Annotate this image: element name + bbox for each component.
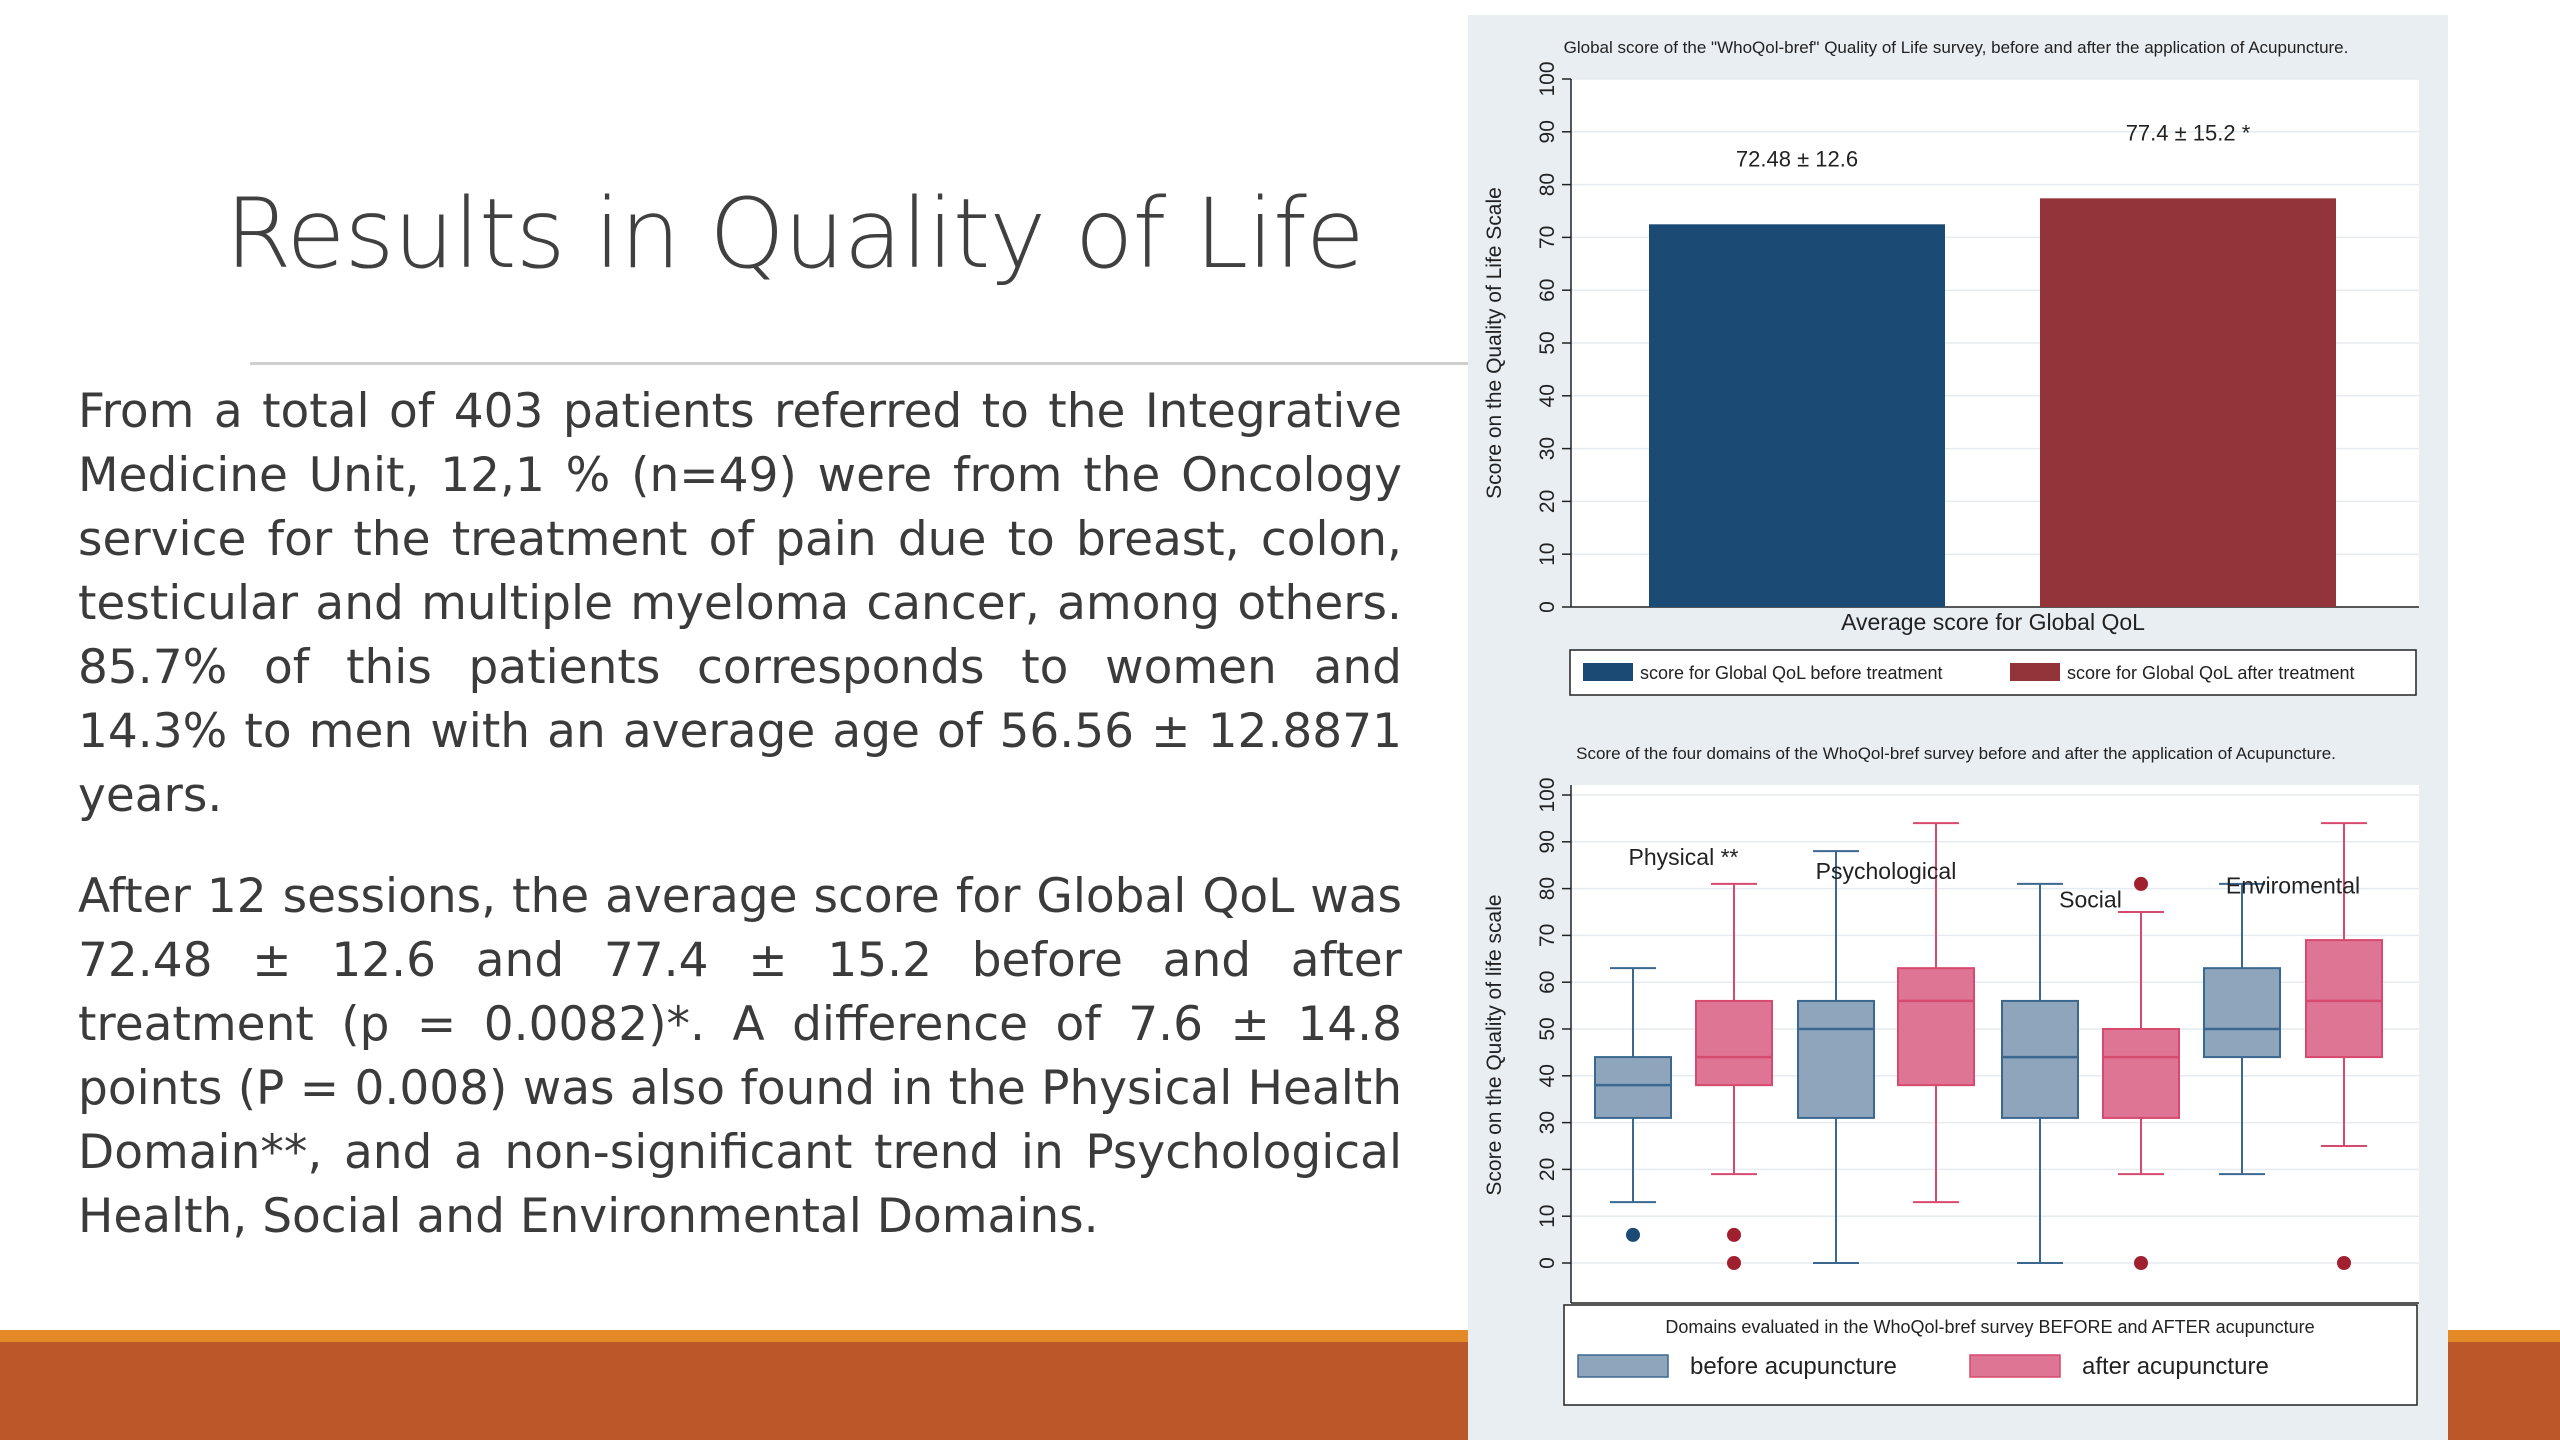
figure-svg: Global score of the "WhoQol-bref" Qualit… bbox=[1483, 38, 2419, 1406]
bar-data-label: 77.4 ± 15.2 * bbox=[2126, 120, 2251, 145]
domain-label: Physical ** bbox=[1629, 844, 1739, 870]
box-legend-label-after: after acupuncture bbox=[2082, 1353, 2269, 1380]
outlier-point bbox=[1727, 1256, 1741, 1270]
box-y-tick-label: 20 bbox=[1536, 1158, 1559, 1181]
bar-marks: 72.48 ± 12.6 77.4 ± 15.2 * bbox=[1649, 120, 2336, 607]
paragraph-patients: From a total of 403 patients referred to… bbox=[78, 384, 1402, 823]
bar-before-treatment bbox=[1649, 224, 1945, 607]
bar-y-tick-label: 10 bbox=[1536, 543, 1559, 566]
box-y-tick-label: 0 bbox=[1536, 1257, 1559, 1269]
title-divider bbox=[250, 362, 1470, 365]
bar-legend bbox=[1569, 649, 2417, 696]
bar-y-tick-label: 100 bbox=[1536, 61, 1559, 96]
bar-y-tick-label: 90 bbox=[1536, 120, 1559, 143]
box-iqr bbox=[2305, 939, 2383, 1059]
bar-y-tick-label: 20 bbox=[1536, 490, 1559, 513]
box-legend-label-before: before acupuncture bbox=[1690, 1353, 1897, 1380]
box-after-0 bbox=[1695, 882, 1773, 1270]
bar-y-tick-label: 0 bbox=[1536, 601, 1559, 613]
box-y-tick-label: 10 bbox=[1536, 1205, 1559, 1228]
box-grid bbox=[1571, 794, 2419, 1264]
figure-panel: Global score of the "WhoQol-bref" Qualit… bbox=[1468, 15, 2448, 1440]
box-before-1 bbox=[1797, 850, 1875, 1264]
domain-label: Psychological bbox=[1816, 858, 1957, 884]
bar-data-label: 72.48 ± 12.6 bbox=[1736, 146, 1858, 171]
box-iqr bbox=[2102, 1028, 2180, 1119]
box-legend-swatch-after bbox=[1969, 1354, 2061, 1378]
bar-y-tick-label: 50 bbox=[1536, 331, 1559, 354]
box-y-tick-label: 30 bbox=[1536, 1111, 1559, 1134]
domain-label: Social bbox=[2059, 886, 2122, 912]
box-marks: Physical ** Psychological Social Enviroment… bbox=[1594, 822, 2383, 1270]
bar-y-ticks: 0 10 20 30 40 50 60 70 80 90 100 bbox=[1536, 61, 1571, 613]
bar-y-tick-label: 60 bbox=[1536, 279, 1559, 302]
box-iqr bbox=[2203, 967, 2281, 1059]
box-y-tick-label: 60 bbox=[1536, 971, 1559, 994]
bar-after-treatment bbox=[2040, 198, 2336, 607]
bar-y-tick-label: 30 bbox=[1536, 437, 1559, 460]
domain-label: Enviromental bbox=[2226, 872, 2360, 898]
box-y-ticks: 0 10 20 30 40 50 60 70 80 90 100 bbox=[1536, 777, 1571, 1269]
box-before-2 bbox=[2001, 882, 2079, 1264]
bar-y-tick-label: 70 bbox=[1536, 226, 1559, 249]
box-chart-title: Score of the four domains of the WhoQol-… bbox=[1576, 744, 2336, 763]
box-after-3 bbox=[2305, 822, 2383, 1270]
box-y-tick-label: 40 bbox=[1536, 1064, 1559, 1087]
slide-title: Results in Quality of Life bbox=[225, 178, 1365, 290]
bar-x-axis-label: Average score for Global QoL bbox=[1841, 609, 2145, 635]
bar-legend-label-before: score for Global QoL before treatment bbox=[1640, 663, 1942, 683]
body-text: From a total of 403 patients referred to… bbox=[78, 380, 1402, 1286]
bar-chart-title: Global score of the "WhoQol-bref" Qualit… bbox=[1564, 38, 2349, 57]
bar-legend-swatch-before bbox=[1583, 663, 1633, 681]
bar-y-tick-label: 80 bbox=[1536, 173, 1559, 196]
box-before-0 bbox=[1594, 967, 1672, 1242]
box-legend-title: Domains evaluated in the WhoQol-bref sur… bbox=[1665, 1317, 2314, 1337]
box-after-1 bbox=[1897, 822, 1975, 1204]
bar-legend-label-after: score for Global QoL after treatment bbox=[2067, 663, 2354, 683]
bar-legend-swatch-after bbox=[2010, 663, 2060, 681]
box-y-tick-label: 100 bbox=[1536, 777, 1559, 812]
box-iqr bbox=[1897, 967, 1975, 1087]
box-y-tick-label: 70 bbox=[1536, 924, 1559, 947]
box-y-tick-label: 80 bbox=[1536, 877, 1559, 900]
outlier-point bbox=[2134, 1256, 2148, 1270]
paragraph-results: After 12 sessions, the average score for… bbox=[78, 869, 1402, 1244]
outlier-point bbox=[1727, 1227, 1741, 1242]
box-iqr bbox=[1594, 1056, 1672, 1119]
box-iqr bbox=[1695, 999, 1773, 1087]
bar-y-axis-label: Score on the Quality of Life Scale bbox=[1483, 187, 1506, 499]
outlier-point bbox=[1626, 1227, 1640, 1242]
box-y-axis-label: Score on the Quality of life scale bbox=[1483, 894, 1506, 1195]
bar-y-tick-label: 40 bbox=[1536, 384, 1559, 407]
box-iqr bbox=[1797, 999, 1875, 1119]
outlier-point bbox=[2134, 876, 2148, 891]
outlier-point bbox=[2337, 1256, 2351, 1270]
box-after-2 bbox=[2102, 876, 2180, 1270]
box-iqr bbox=[2001, 999, 2079, 1119]
box-y-tick-label: 90 bbox=[1536, 830, 1559, 853]
box-before-3 bbox=[2203, 882, 2281, 1176]
box-y-tick-label: 50 bbox=[1536, 1017, 1559, 1040]
box-legend-swatch-before bbox=[1577, 1354, 1669, 1378]
